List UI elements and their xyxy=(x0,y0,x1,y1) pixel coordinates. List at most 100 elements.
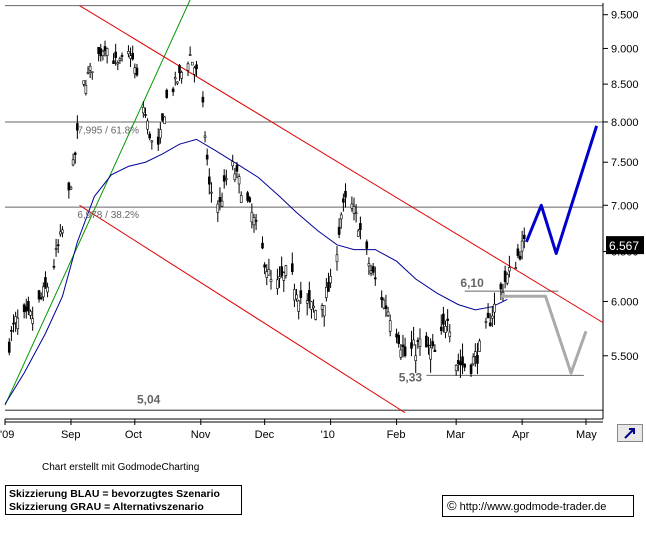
scenario-legend: Skizzierung BLAU = bevorzugtes Szenario … xyxy=(5,485,242,515)
candle-body xyxy=(246,192,249,201)
candle-body xyxy=(352,206,356,214)
candle-body xyxy=(201,96,205,103)
candle-body xyxy=(388,320,392,332)
candles xyxy=(7,40,526,378)
candle-body xyxy=(97,46,100,54)
candle-body xyxy=(112,60,115,64)
fib-label: 6,978 / 38.2% xyxy=(77,210,139,221)
candle-body xyxy=(14,316,17,323)
source-link[interactable]: © http://www.godmode-trader.de xyxy=(442,495,634,517)
candle-body xyxy=(59,231,62,235)
candle-body xyxy=(493,303,496,313)
candle-body xyxy=(44,277,47,288)
candle-body xyxy=(82,80,86,85)
candle-body xyxy=(24,306,28,312)
x-tick-label: Feb xyxy=(387,429,406,441)
candle-body xyxy=(178,65,181,74)
candle-body xyxy=(350,203,354,209)
candle-body xyxy=(284,265,288,276)
candle-body xyxy=(365,241,369,249)
candle-body xyxy=(71,159,75,166)
candle-body xyxy=(505,274,509,284)
candle-body xyxy=(39,297,43,299)
y-tick-label: 8.000 xyxy=(611,117,639,129)
candle-body xyxy=(173,77,177,80)
candle-body xyxy=(142,106,145,114)
candle-body xyxy=(335,254,339,263)
x-tick-label: '10 xyxy=(321,429,335,441)
candle-body xyxy=(371,266,375,273)
candle-body xyxy=(442,313,445,325)
candle-body xyxy=(190,61,194,66)
candle-body xyxy=(171,88,175,93)
candle-body xyxy=(282,272,286,281)
x-tick-label: Oct xyxy=(125,429,142,441)
candle-body xyxy=(342,198,345,203)
candle-body xyxy=(46,286,49,293)
candle-body xyxy=(161,113,164,121)
candle-body xyxy=(61,229,64,234)
candle-body xyxy=(120,55,124,57)
candle-body xyxy=(42,286,45,298)
candle-body xyxy=(267,269,271,276)
candle-body xyxy=(118,58,122,61)
arrow-icon xyxy=(624,428,635,439)
legend-blue-text: Skizzierung BLAU = bevorzugtes Szenario xyxy=(9,488,220,500)
candle-body xyxy=(231,161,235,167)
candle-body xyxy=(295,294,298,300)
candle-body xyxy=(278,276,281,279)
candle-body xyxy=(144,114,147,116)
candle-body xyxy=(220,200,224,207)
x-tick-label: Mar xyxy=(446,429,465,441)
candle-body xyxy=(463,363,466,368)
candle-body xyxy=(261,242,264,249)
candle-body xyxy=(399,349,403,358)
chart-nav-button[interactable] xyxy=(617,424,643,442)
y-tick-label: 7.000 xyxy=(611,200,639,212)
level-label: 5,33 xyxy=(399,370,423,384)
candle-body xyxy=(69,187,73,190)
candle-body xyxy=(7,341,11,353)
candle-body xyxy=(310,301,313,310)
candle-body xyxy=(403,346,407,357)
candle-body xyxy=(305,300,309,304)
y-tick-label: 9.000 xyxy=(611,43,639,55)
candle-body xyxy=(146,120,149,130)
candle-body xyxy=(454,364,458,371)
moving-average-line xyxy=(4,138,508,405)
candle-body xyxy=(225,178,228,180)
candle-body xyxy=(401,344,405,348)
source-url: http://www.godmode-trader.de xyxy=(459,501,607,513)
plot-area xyxy=(5,3,603,419)
scenario-grey-path xyxy=(500,294,588,375)
last-price-label: 6.567 xyxy=(609,239,639,253)
y-tick-label: 8.500 xyxy=(611,79,639,91)
candle-body xyxy=(386,311,390,316)
x-tick-label: '09 xyxy=(0,429,14,441)
candle-body xyxy=(22,304,26,313)
trend-line-channel-lower xyxy=(79,204,406,414)
x-tick-label: Nov xyxy=(191,429,211,441)
candle-body xyxy=(488,322,492,326)
candle-body xyxy=(188,54,192,57)
candle-body xyxy=(491,315,494,319)
candle-body xyxy=(237,176,241,185)
candle-body xyxy=(235,165,239,172)
candle-body xyxy=(469,364,473,374)
candle-body xyxy=(395,333,398,338)
candle-body xyxy=(16,317,20,330)
candle-body xyxy=(254,220,258,222)
candle-body xyxy=(499,283,503,290)
candle-body xyxy=(239,195,243,203)
candle-body xyxy=(88,65,92,71)
candle-body xyxy=(216,203,220,213)
candle-body xyxy=(233,173,237,181)
y-tick-label: 7.500 xyxy=(611,157,639,169)
candle-body xyxy=(329,276,332,284)
candle-body xyxy=(180,72,183,79)
candle-body xyxy=(52,265,56,268)
candle-body xyxy=(276,279,279,289)
candle-body xyxy=(131,52,134,60)
candle-body xyxy=(90,71,94,73)
